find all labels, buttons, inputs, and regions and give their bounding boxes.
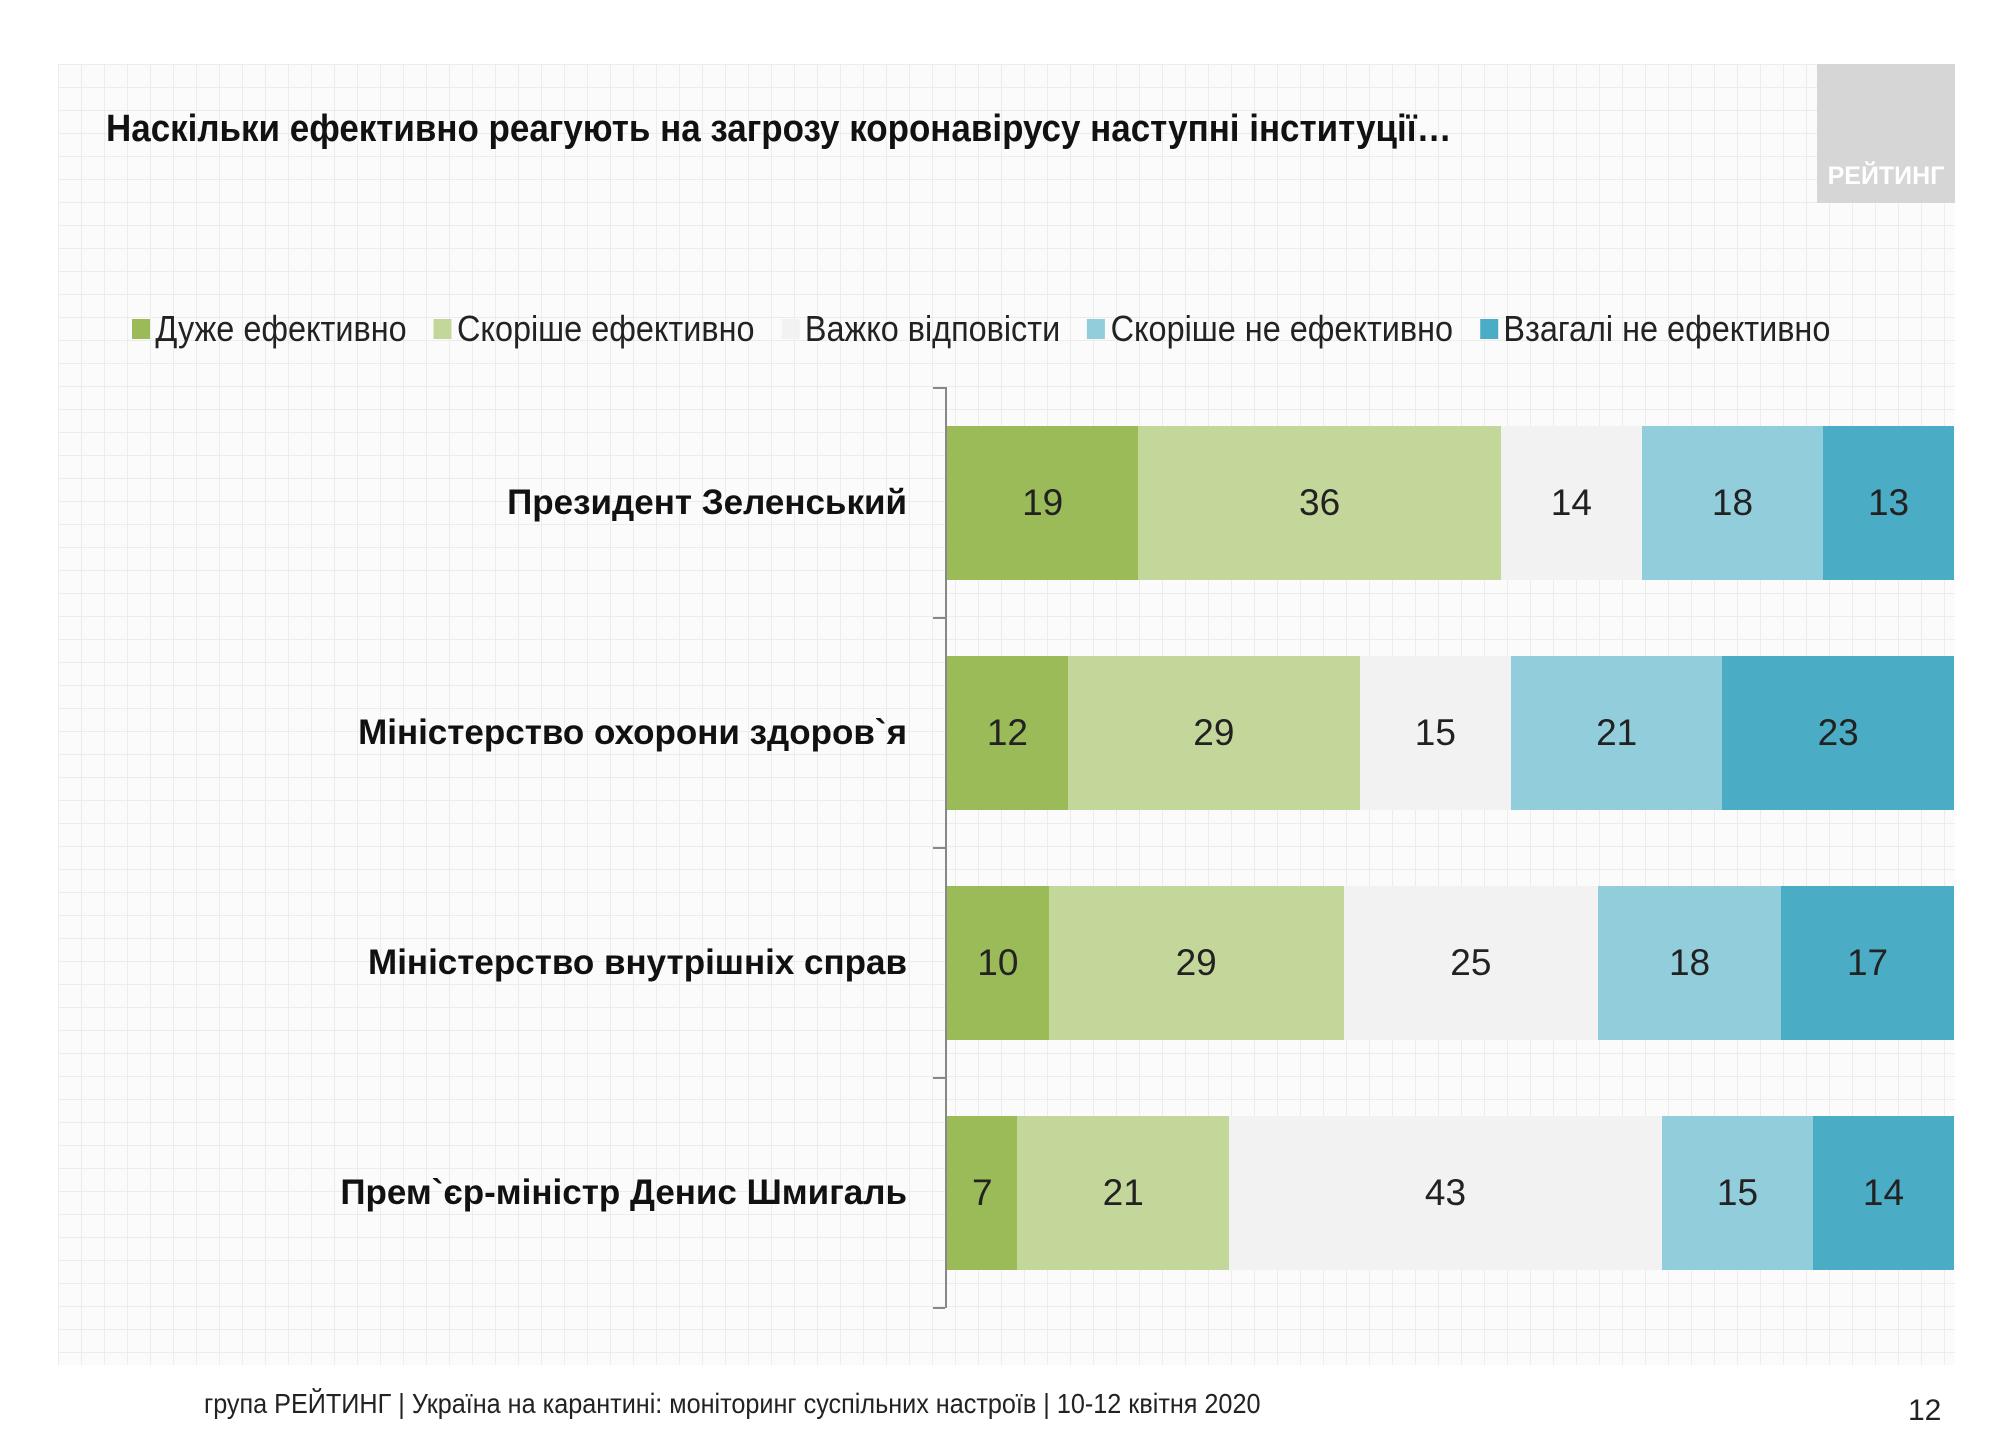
bar-segment: 29 <box>1048 886 1344 1040</box>
data-label: 23 <box>1817 712 1859 753</box>
bar-segment: 14 <box>1813 1116 1954 1270</box>
bar-segment: 43 <box>1228 1116 1662 1270</box>
legend-swatch <box>132 319 150 339</box>
bar-segment: 14 <box>1500 426 1642 580</box>
bar-segment: 13 <box>1823 426 1954 580</box>
legend-swatch <box>1480 319 1499 339</box>
data-label: 18 <box>1711 482 1754 523</box>
data-label: 18 <box>1668 942 1711 983</box>
axis-tick <box>933 387 945 389</box>
bar-segment: 18 <box>1641 426 1824 580</box>
legend-item: Взагалі не ефективно <box>1480 308 1830 350</box>
bar-segment: 15 <box>1661 1116 1814 1270</box>
data-label: 29 <box>1175 942 1217 983</box>
data-label: 14 <box>1862 1172 1905 1213</box>
footer: група РЕЙТИНГ | Україна на карантині: мо… <box>204 1388 1261 1419</box>
axis-tick <box>933 1307 945 1309</box>
data-label: 43 <box>1424 1172 1467 1213</box>
legend-item: Важко відповісти <box>781 308 1061 350</box>
bar-segment: 7 <box>947 1116 1018 1270</box>
legend-swatch <box>1087 319 1106 339</box>
legend-label: Дуже ефективно <box>155 308 407 349</box>
bar-segment: 18 <box>1597 886 1782 1040</box>
legend-swatch <box>433 319 452 339</box>
category-axis <box>945 387 947 1308</box>
category-label: Міністерство внутрішніх справ <box>368 943 907 982</box>
data-label: 25 <box>1450 942 1492 983</box>
axis-tick <box>933 847 945 849</box>
axis-tick <box>933 1077 945 1079</box>
data-label: 17 <box>1846 942 1889 983</box>
data-label: 15 <box>1716 1172 1759 1213</box>
data-label: 21 <box>1102 1172 1144 1213</box>
legend-label: Скоріше не ефективно <box>1110 308 1454 349</box>
bar-segment: 25 <box>1343 886 1598 1040</box>
data-label: 13 <box>1867 482 1910 523</box>
data-label: 36 <box>1299 482 1341 523</box>
bar-segment: 15 <box>1359 656 1511 810</box>
data-label: 14 <box>1550 482 1592 523</box>
axis-tick <box>933 617 945 619</box>
bar-segment: 21 <box>1510 656 1723 810</box>
legend-label: Важко відповісти <box>804 308 1061 349</box>
legend-item: Скоріше ефективно <box>433 308 755 350</box>
rating-logo: РЕЙТИНГ <box>1817 64 1955 203</box>
bar-segment: 29 <box>1067 656 1360 810</box>
legend: Дуже ефективно Скоріше ефективно Важко від… <box>132 308 1830 350</box>
data-label: 19 <box>1022 482 1064 523</box>
legend-item: Дуже ефективно <box>132 308 407 350</box>
data-label: 29 <box>1193 712 1235 753</box>
legend-label: Взагалі не ефективно <box>1503 308 1831 349</box>
category-label: Міністерство охорони здоров`я <box>358 713 907 752</box>
page-number: 12 <box>1908 1394 1942 1427</box>
bar-segment: 10 <box>947 886 1049 1040</box>
bar-segment: 21 <box>1017 1116 1229 1270</box>
data-label: 15 <box>1414 712 1456 753</box>
bar-segment: 17 <box>1781 886 1954 1040</box>
data-label: 10 <box>977 942 1019 983</box>
legend-swatch <box>781 319 800 339</box>
legend-item: Скоріше не ефективно <box>1087 308 1453 350</box>
logo-text: РЕЙТИНГ <box>1827 162 1945 190</box>
data-label: 21 <box>1596 712 1638 753</box>
bar-segment: 19 <box>947 426 1139 580</box>
data-label: 12 <box>986 712 1028 753</box>
data-label: 7 <box>971 1172 993 1213</box>
bar-segment: 23 <box>1722 656 1954 810</box>
legend-label: Скоріше ефективно <box>457 308 755 349</box>
chart-title: Наскільки ефективно реагують на загрозу … <box>106 108 1452 150</box>
bar-segment: 12 <box>947 656 1068 810</box>
category-label: Президент Зеленський <box>507 483 907 522</box>
category-label: Прем`єр-міністр Денис Шмигаль <box>340 1173 907 1212</box>
bar-segment: 36 <box>1138 426 1501 580</box>
